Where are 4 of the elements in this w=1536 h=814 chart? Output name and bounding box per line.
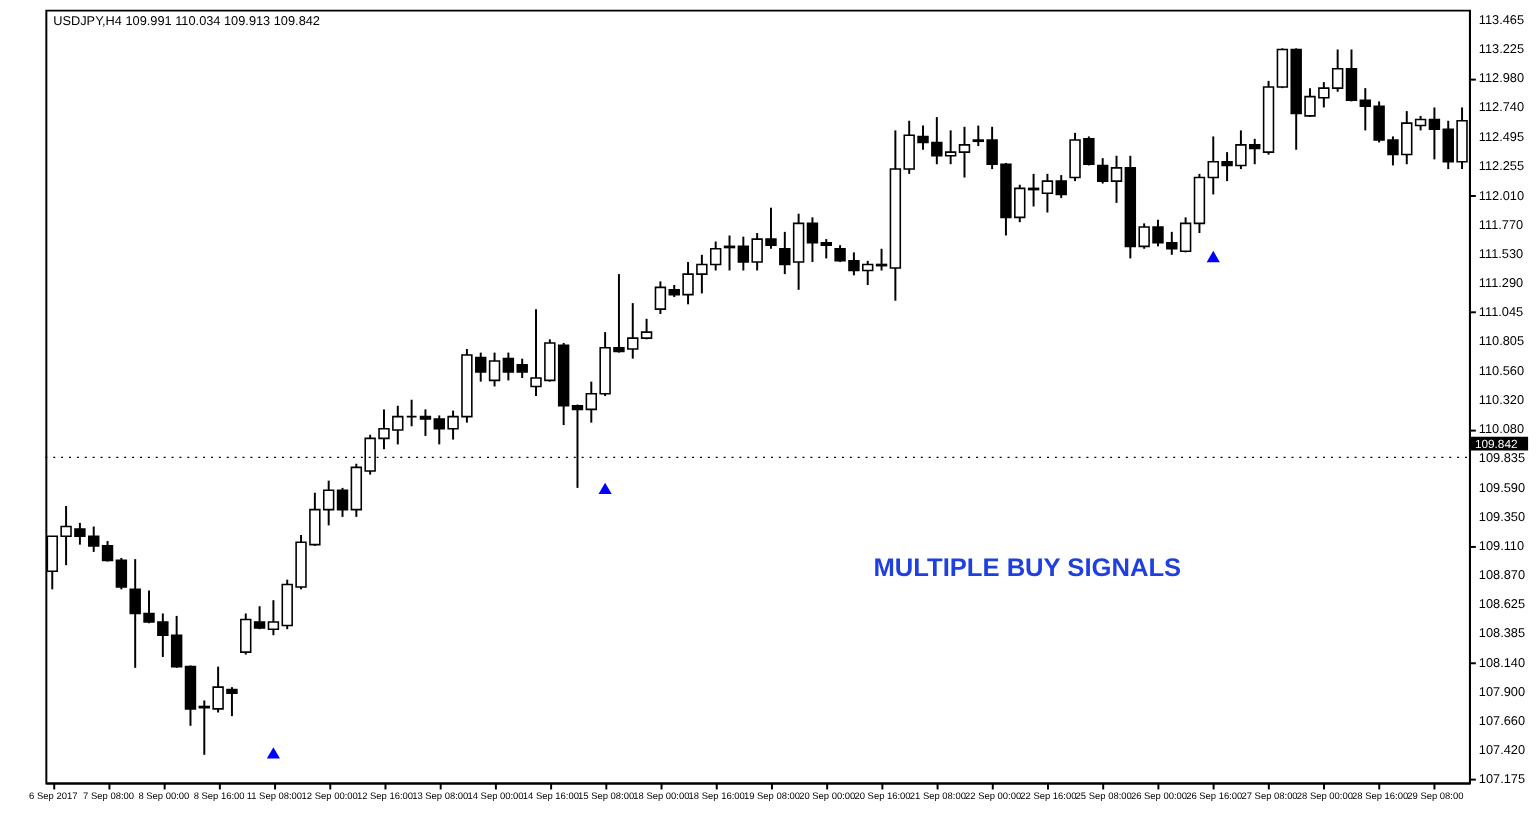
- point: [266, 747, 281, 759]
- annotation: MULTIPLE BUY SIGNALS: [873, 551, 1183, 582]
- point: [598, 482, 612, 495]
- point: [1206, 250, 1220, 263]
